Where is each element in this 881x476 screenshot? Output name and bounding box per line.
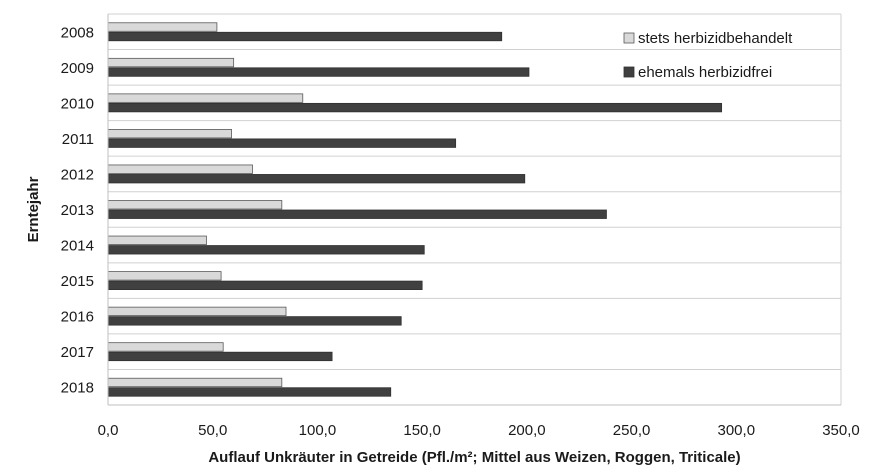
- category-label-2008: 2008: [61, 24, 94, 41]
- category-label-2015: 2015: [61, 273, 94, 290]
- bar-stets-herbizidbehandelt-2012: [107, 164, 253, 174]
- category-label-2016: 2016: [61, 309, 94, 326]
- x-tick-label: 350,0: [822, 422, 860, 439]
- bar-stets-herbizidbehandelt-2009: [107, 57, 235, 68]
- legend-swatch-stets-herbizidbehandelt: [623, 32, 635, 44]
- bar-stets-herbizidbehandelt-2018: [107, 377, 283, 388]
- legend-swatch-ehemals-herbizidfrei: [623, 66, 635, 78]
- bar-ehemals-herbizidfrei-2012: [107, 174, 526, 184]
- category-label-2009: 2009: [61, 60, 94, 77]
- bar-stets-herbizidbehandelt-2017: [107, 342, 224, 352]
- bar-ehemals-herbizidfrei-2011: [107, 138, 457, 148]
- bar-ehemals-herbizidfrei-2014: [107, 245, 425, 255]
- x-tick-label: 50,0: [198, 422, 227, 439]
- category-label-2010: 2010: [61, 95, 94, 112]
- category-label-2017: 2017: [61, 344, 94, 361]
- bar-ehemals-herbizidfrei-2017: [107, 351, 333, 362]
- category-label-2018: 2018: [61, 380, 94, 397]
- bar-stets-herbizidbehandelt-2015: [107, 271, 222, 281]
- y-axis-title: Erntejahr: [25, 176, 42, 242]
- bar-ehemals-herbizidfrei-2008: [107, 31, 503, 42]
- bar-stets-herbizidbehandelt-2014: [107, 235, 207, 245]
- bar-ehemals-herbizidfrei-2016: [107, 316, 402, 326]
- x-tick-label: 200,0: [508, 422, 546, 439]
- x-tick-label: 300,0: [718, 422, 756, 439]
- bar-stets-herbizidbehandelt-2011: [107, 129, 232, 139]
- bar-ehemals-herbizidfrei-2010: [107, 102, 723, 113]
- category-label-2013: 2013: [61, 202, 94, 219]
- labels: 2008 2009 2010 2011 2012 2013 2014 2015 2016 2017…: [61, 24, 860, 439]
- legend: stets herbizidbehandelt ehemals herbizid…: [623, 30, 793, 81]
- bar-stets-herbizidbehandelt-2016: [107, 306, 287, 317]
- bar-stets-herbizidbehandelt-2010: [107, 93, 304, 103]
- category-label-2014: 2014: [61, 238, 94, 255]
- x-tick-label: 0,0: [98, 422, 119, 439]
- legend-label-stets-herbizidbehandelt: stets herbizidbehandelt: [638, 30, 793, 47]
- x-axis-title: Auflauf Unkräuter in Getreide (Pfl./m²; …: [208, 449, 740, 466]
- x-tick-label: 100,0: [299, 422, 337, 439]
- bar-stets-herbizidbehandelt-2013: [107, 200, 283, 210]
- bar-stets-herbizidbehandelt-2008: [107, 22, 218, 32]
- x-tick-label: 150,0: [403, 422, 441, 439]
- bar-ehemals-herbizidfrei-2015: [107, 280, 423, 290]
- bar-ehemals-herbizidfrei-2018: [107, 387, 392, 397]
- x-tick-label: 250,0: [613, 422, 651, 439]
- axes: [107, 14, 841, 406]
- bar-ehemals-herbizidfrei-2009: [107, 67, 530, 77]
- legend-label-ehemals-herbizidfrei: ehemals herbizidfrei: [638, 64, 772, 81]
- bars: [107, 22, 723, 397]
- category-label-2012: 2012: [61, 166, 94, 183]
- bar-ehemals-herbizidfrei-2013: [107, 209, 607, 219]
- category-label-2011: 2011: [62, 131, 94, 148]
